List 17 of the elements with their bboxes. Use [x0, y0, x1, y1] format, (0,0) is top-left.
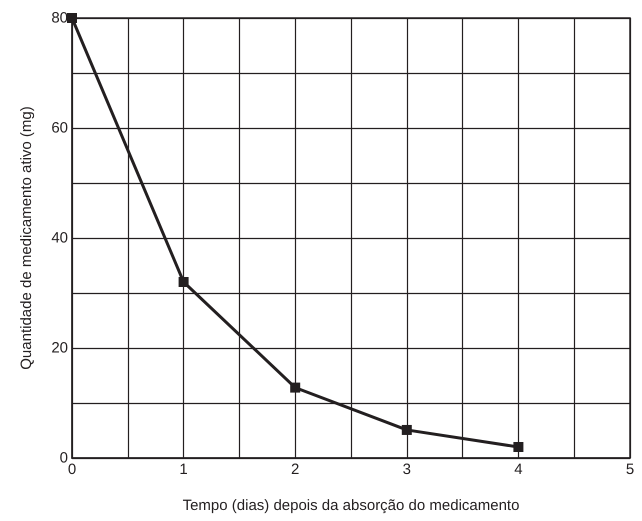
x-tick-label: 3	[402, 461, 411, 478]
point	[67, 13, 77, 23]
y-axis-title: Quantidade de medicamento ativo (mg)	[18, 106, 35, 370]
x-tick-label: 1	[179, 461, 188, 478]
x-tick-label: 2	[291, 461, 300, 478]
y-tick-label: 60	[51, 120, 68, 136]
y-tick-label: 40	[51, 230, 68, 246]
y-tick-label: 80	[51, 10, 68, 26]
y-tick-label: 20	[51, 340, 68, 356]
y-tick-label: 0	[60, 450, 68, 466]
point	[178, 277, 189, 287]
x-axis-title: Tempo (dias) depois da absorção do medicamento	[182, 497, 520, 514]
point	[513, 442, 524, 452]
x-tick-label: 4	[514, 461, 523, 478]
x-tick-label: 5	[626, 461, 634, 478]
point	[290, 382, 300, 393]
point	[402, 424, 412, 435]
